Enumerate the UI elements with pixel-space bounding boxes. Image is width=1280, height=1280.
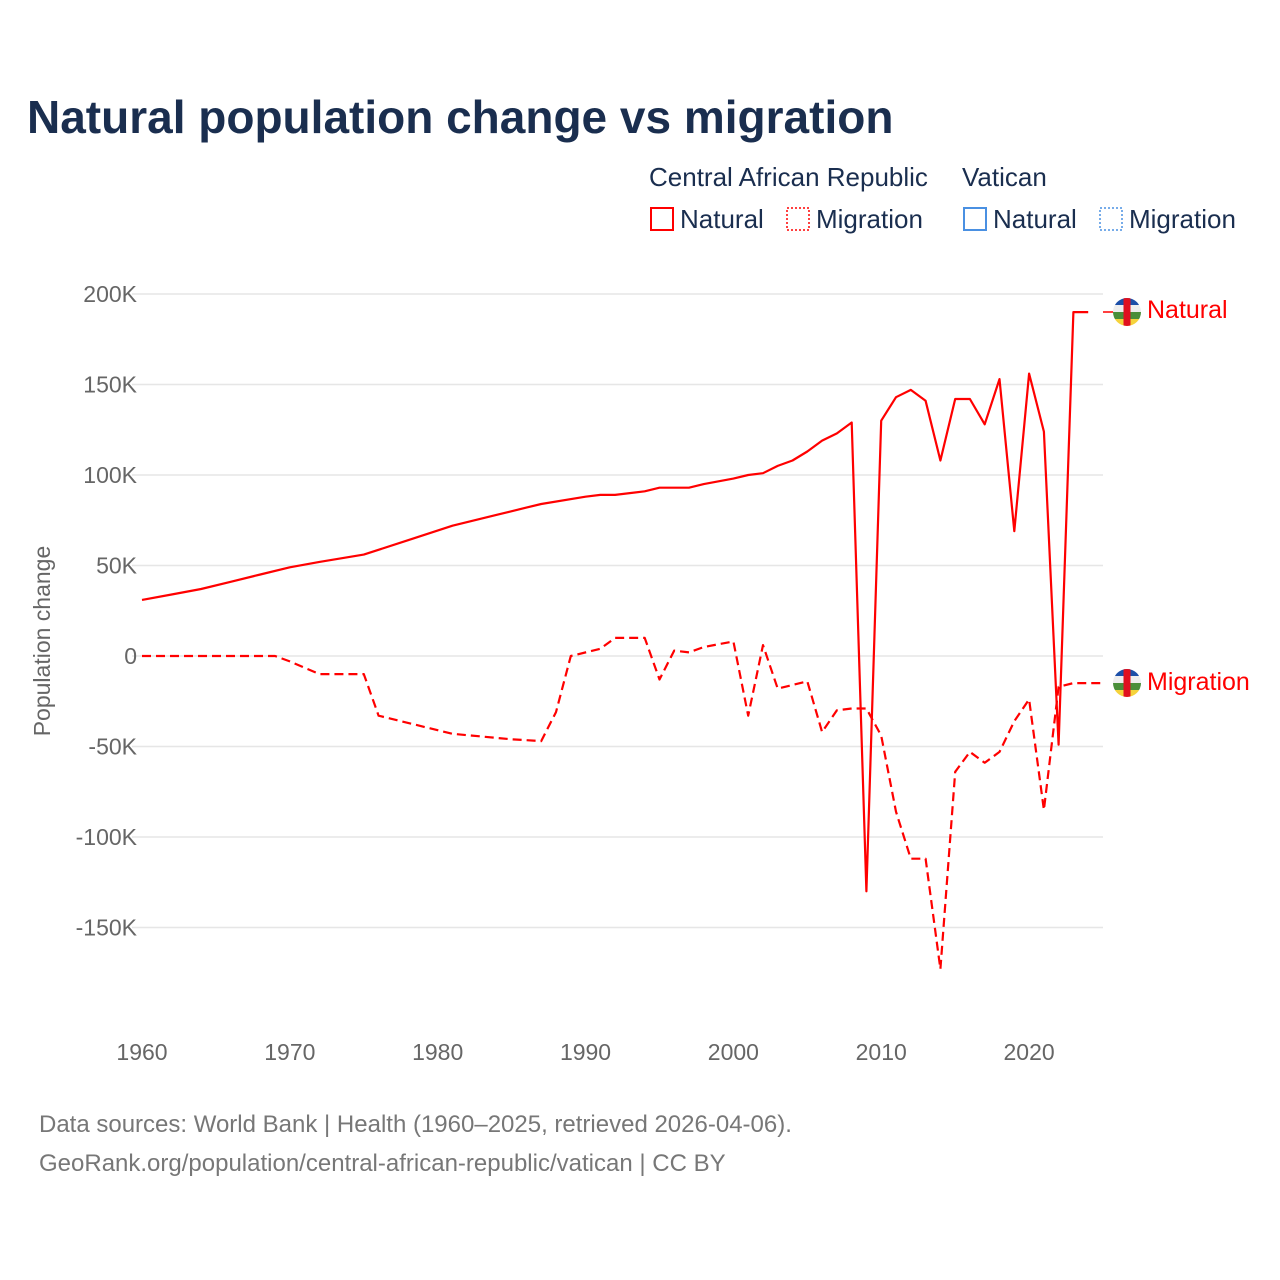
legend-swatch-car-migration[interactable] — [786, 207, 810, 231]
x-tick-label: 2010 — [856, 1039, 907, 1065]
y-tick-label: -150K — [76, 915, 138, 941]
legend-group-car: Central African Republic — [649, 162, 928, 192]
x-ticks: 1960 1970 1980 1990 2000 2010 2020 — [116, 1039, 1054, 1065]
y-tick-label: 100K — [83, 462, 137, 488]
chart-title: Natural population change vs migration — [27, 91, 893, 143]
y-tick-label: -100K — [76, 824, 138, 850]
x-tick-label: 1990 — [560, 1039, 611, 1065]
car-flag-icon — [1113, 298, 1141, 326]
y-ticks: 200K 150K 100K 50K 0 -50K -100K -150K — [76, 281, 138, 941]
y-tick-label: 0 — [124, 643, 137, 669]
y-axis-label: Population change — [29, 546, 55, 737]
series-car-migration — [142, 636, 1103, 971]
series-car-natural — [141, 311, 1089, 893]
legend: Central African Republic Vatican Natural… — [649, 162, 1236, 234]
y-tick-label: 200K — [83, 281, 137, 307]
source-line-2[interactable]: GeoRank.org/population/central-african-r… — [39, 1150, 726, 1177]
legend-swatch-vatican-natural[interactable] — [963, 207, 987, 231]
x-tick-label: 1960 — [116, 1039, 167, 1065]
legend-vatican-migration[interactable]: Migration — [1129, 204, 1236, 234]
x-tick-label: 2000 — [708, 1039, 759, 1065]
legend-swatch-car-natural[interactable] — [650, 207, 674, 231]
series-lines — [141, 311, 1103, 971]
legend-car-natural[interactable]: Natural — [680, 204, 764, 234]
y-tick-label: 50K — [96, 553, 138, 579]
x-tick-label: 1970 — [264, 1039, 315, 1065]
legend-car-migration[interactable]: Migration — [816, 204, 923, 234]
legend-swatch-vatican-migration[interactable] — [1099, 207, 1123, 231]
end-label-natural-text: Natural — [1147, 296, 1228, 324]
car-flag-icon — [1113, 669, 1141, 697]
end-label-migration-text: Migration — [1147, 668, 1250, 696]
grid — [132, 293, 1103, 929]
source-line-1: Data sources: World Bank | Health (1960–… — [39, 1111, 792, 1138]
end-label-migration: Migration — [1113, 668, 1250, 697]
y-tick-label: -50K — [88, 734, 137, 760]
x-tick-label: 2020 — [1003, 1039, 1054, 1065]
end-label-natural: Natural — [1103, 296, 1228, 326]
y-tick-label: 150K — [83, 372, 137, 398]
legend-group-vatican: Vatican — [962, 162, 1047, 192]
x-tick-label: 1980 — [412, 1039, 463, 1065]
legend-vatican-natural[interactable]: Natural — [993, 204, 1077, 234]
